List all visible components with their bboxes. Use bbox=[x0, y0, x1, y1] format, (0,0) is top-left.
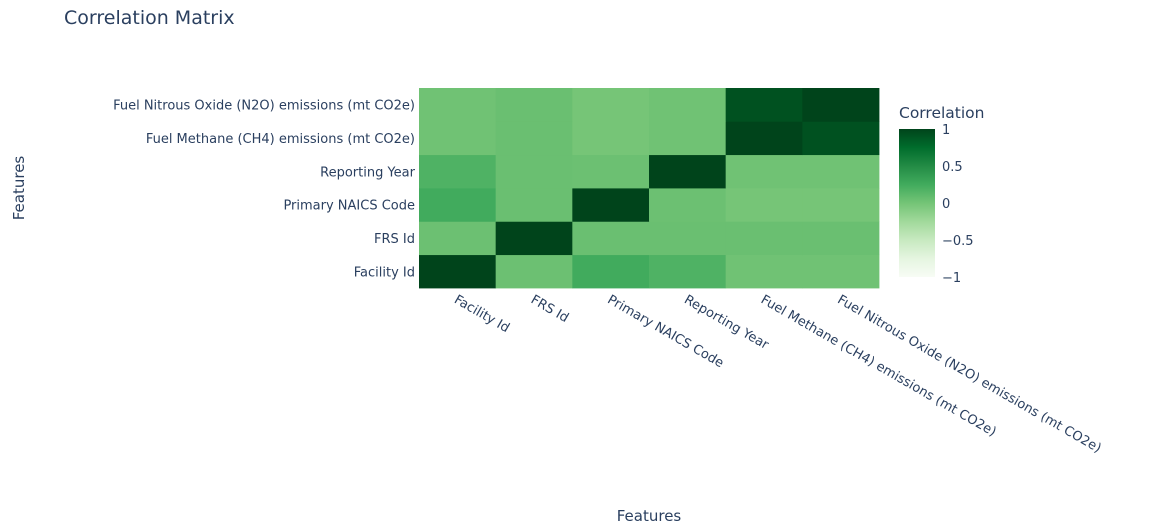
heatmap-cell bbox=[725, 154, 803, 189]
y-tick-label: FRS Id bbox=[374, 232, 415, 247]
colorbar-ticks: 1 0.5 0 −0.5 −1 bbox=[942, 123, 974, 286]
heatmap-cells bbox=[419, 88, 880, 289]
heatmap-cell bbox=[419, 121, 497, 156]
heatmap-cell bbox=[495, 188, 573, 222]
heatmap-cell bbox=[419, 254, 497, 289]
heatmap-cell bbox=[419, 154, 497, 189]
x-tick-label: Fuel Nitrous Oxide (N2O) emissions (mt C… bbox=[835, 292, 1104, 456]
heatmap-cell bbox=[802, 221, 880, 256]
y-tick-labels: Facility Id FRS Id Primary NAICS Code Repor… bbox=[113, 99, 416, 281]
heatmap-cell bbox=[495, 221, 573, 256]
heatmap-cell bbox=[802, 154, 880, 189]
colorbar-title: Correlation bbox=[899, 104, 984, 122]
heatmap-cell bbox=[572, 154, 650, 189]
x-tick-labels: Facility Id FRS Id Primary NAICS CodeRepor… bbox=[451, 292, 1103, 456]
colorbar-tick-label: 0 bbox=[942, 197, 950, 212]
heatmap-cell bbox=[572, 121, 650, 156]
y-tick-label: Fuel Nitrous Oxide (N2O) emissions (mt C… bbox=[113, 99, 415, 114]
x-axis-title: Features bbox=[617, 507, 682, 525]
heatmap-cell bbox=[802, 121, 880, 156]
y-tick-label: Reporting Year bbox=[320, 165, 416, 180]
heatmap-cell bbox=[802, 88, 880, 122]
y-axis-title: Features bbox=[10, 156, 28, 221]
heatmap-cell bbox=[419, 188, 497, 222]
heatmap-cell bbox=[495, 121, 573, 156]
heatmap-cell bbox=[572, 254, 650, 289]
heatmap-cell bbox=[572, 88, 650, 122]
heatmap-cell bbox=[649, 221, 727, 256]
heatmap-cell bbox=[572, 221, 650, 256]
heatmap-cell bbox=[495, 154, 573, 189]
heatmap-cell bbox=[725, 188, 803, 222]
heatmap-cell bbox=[495, 88, 573, 122]
colorbar-tick-label: 1 bbox=[942, 123, 950, 138]
colorbar-tick-label: −0.5 bbox=[942, 234, 974, 249]
heatmap-cell bbox=[419, 221, 497, 256]
heatmap-cell bbox=[802, 254, 880, 289]
heatmap-cell bbox=[725, 254, 803, 289]
heatmap-cell bbox=[495, 254, 573, 289]
heatmap-cell bbox=[419, 88, 497, 122]
y-tick-label: Facility Id bbox=[354, 265, 415, 280]
heatmap-cell bbox=[649, 188, 727, 222]
chart-title: Correlation Matrix bbox=[64, 7, 235, 29]
heatmap-cell bbox=[649, 154, 727, 189]
x-tick-label: FRS Id bbox=[528, 292, 571, 325]
heatmap-cell bbox=[725, 88, 803, 122]
colorbar-tick-label: −1 bbox=[942, 271, 961, 286]
heatmap-cell bbox=[649, 88, 727, 122]
heatmap-cell bbox=[572, 188, 650, 222]
heatmap-cell bbox=[649, 121, 727, 156]
heatmap-cell bbox=[649, 254, 727, 289]
colorbar: Correlation 1 0.5 0 −0.5 −1 bbox=[899, 104, 984, 286]
colorbar-gradient bbox=[899, 129, 935, 277]
y-tick-label: Fuel Methane (CH4) emissions (mt CO2e) bbox=[146, 132, 415, 147]
heatmap-cell bbox=[725, 121, 803, 156]
heatmap-cell bbox=[725, 221, 803, 256]
y-tick-label: Primary NAICS Code bbox=[283, 199, 415, 214]
colorbar-tick-label: 0.5 bbox=[942, 160, 963, 175]
heatmap-cell bbox=[802, 188, 880, 222]
x-tick-label: Facility Id bbox=[451, 292, 512, 336]
